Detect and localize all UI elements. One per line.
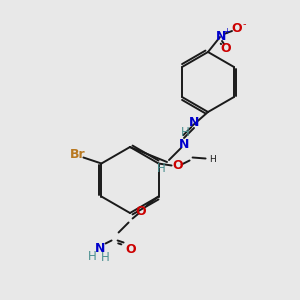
Text: O: O	[135, 205, 146, 218]
Text: O: O	[172, 159, 183, 172]
Text: -: -	[242, 19, 246, 29]
Text: H: H	[157, 161, 165, 175]
Text: N: N	[179, 137, 189, 151]
Text: Br: Br	[70, 148, 85, 161]
Text: N: N	[94, 242, 105, 255]
Text: O: O	[125, 243, 136, 256]
Text: O: O	[221, 43, 231, 56]
Text: N: N	[216, 29, 226, 43]
Text: H: H	[209, 155, 216, 164]
Text: H: H	[101, 251, 110, 264]
Text: H: H	[181, 125, 189, 139]
Text: N: N	[189, 116, 199, 130]
Text: +: +	[224, 28, 230, 37]
Text: H: H	[88, 250, 97, 263]
Text: O: O	[232, 22, 242, 34]
